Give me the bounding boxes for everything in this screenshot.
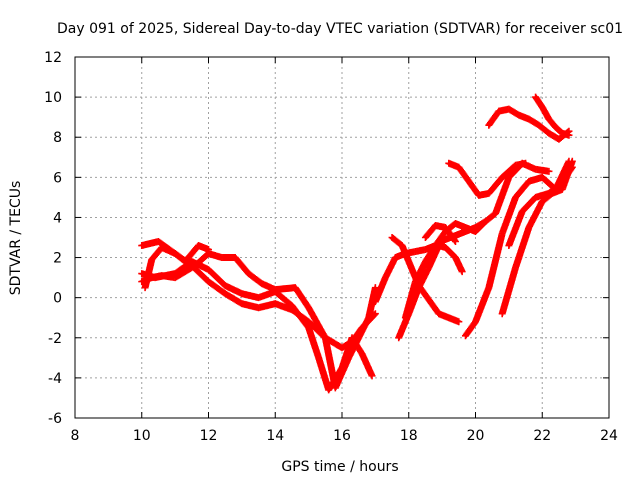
series-marker-trail xyxy=(446,160,528,199)
y-tick-label: 0 xyxy=(53,291,62,307)
x-tick-label: 16 xyxy=(333,428,351,444)
series-marker-trail xyxy=(532,94,572,139)
x-tick-label: 18 xyxy=(400,428,418,444)
x-tick-label: 20 xyxy=(467,428,485,444)
x-axis-label: GPS time / hours xyxy=(281,459,398,475)
y-tick-label: 2 xyxy=(53,251,62,267)
series-marker-trail xyxy=(139,250,379,391)
data-series-track-9 xyxy=(421,221,459,246)
x-tick-label: 22 xyxy=(533,428,551,444)
data-series-track-15 xyxy=(505,163,576,250)
y-tick-label: -6 xyxy=(48,411,62,427)
y-tick-label: 4 xyxy=(53,210,62,226)
x-tick-label: 24 xyxy=(600,428,618,444)
series-marker-trail xyxy=(486,105,572,142)
data-series-track-4 xyxy=(141,242,212,292)
x-tick-label: 10 xyxy=(133,428,151,444)
y-tick-label: 10 xyxy=(44,90,62,106)
y-axis-label: SDTVAR / TECUs xyxy=(8,181,24,296)
data-series-track-2 xyxy=(138,258,376,394)
x-tick-label: 12 xyxy=(200,428,218,444)
y-tick-label: 12 xyxy=(44,50,62,66)
x-tick-label: 14 xyxy=(266,428,284,444)
data-series-track-10 xyxy=(445,159,530,199)
data-series-track-7 xyxy=(395,242,466,342)
data-layer xyxy=(138,93,576,394)
data-series-track-3 xyxy=(138,250,379,392)
series-marker-trail xyxy=(505,164,575,248)
data-series-track-13 xyxy=(532,93,573,139)
y-tick-label: -2 xyxy=(48,331,62,347)
data-series-track-14 xyxy=(498,157,576,318)
series-marker-trail xyxy=(422,222,459,244)
series-marker-trail xyxy=(141,242,211,290)
chart-title: Day 091 of 2025, Sidereal Day-to-day VTE… xyxy=(57,21,623,37)
y-tick-label: -4 xyxy=(48,371,62,387)
y-tick-label: 6 xyxy=(53,170,62,186)
x-tick-label: 8 xyxy=(71,428,80,444)
data-series-track-12 xyxy=(485,105,573,143)
plot-frame xyxy=(74,56,610,419)
y-tick-label: 8 xyxy=(53,130,62,146)
